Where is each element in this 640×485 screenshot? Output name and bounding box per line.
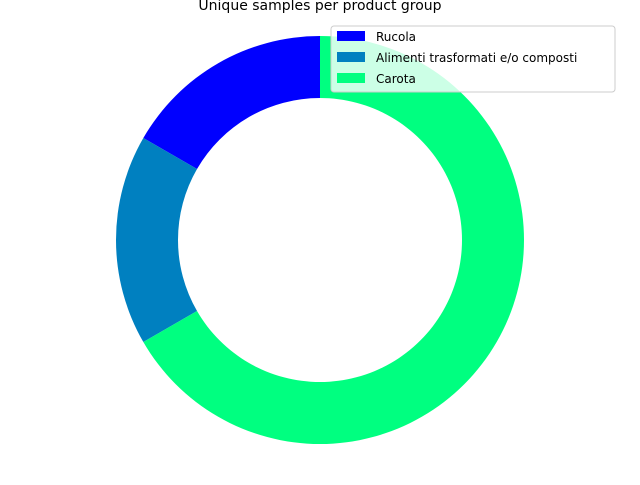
chart-title: Unique samples per product group: [198, 0, 441, 14]
legend-label-alimenti: Alimenti trasformati e/o composti: [376, 51, 577, 65]
legend: Rucola Alimenti trasformati e/o composti…: [330, 25, 616, 93]
legend-swatch-rucola: [337, 31, 365, 41]
legend-label-carota: Carota: [376, 72, 416, 86]
donut-slice-alimenti: [115, 138, 198, 342]
legend-frame: [330, 25, 616, 93]
donut-slice-rucola: [143, 36, 320, 169]
legend-label-rucola: Rucola: [376, 30, 416, 44]
legend-swatch-alimenti: [337, 52, 365, 62]
donut-slice-carota: [143, 36, 524, 444]
donut-slices: [115, 36, 524, 444]
legend-swatch-carota: [337, 73, 365, 83]
